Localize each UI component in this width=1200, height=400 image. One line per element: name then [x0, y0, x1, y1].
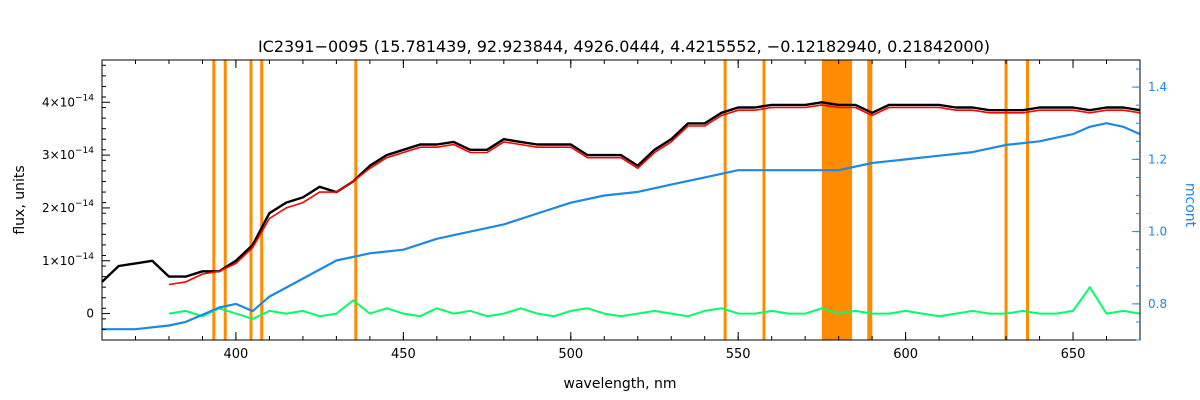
- plot-content: [101, 60, 1141, 340]
- series-residual-line: [168, 286, 1141, 320]
- y2-tick-label: 1.2: [1148, 152, 1167, 166]
- y-tick-label: 0: [86, 307, 94, 321]
- y2-tick-label: 0.8: [1148, 297, 1167, 311]
- plot-frame: [101, 59, 1141, 341]
- y-tick-label: 1×10−14: [42, 252, 94, 268]
- series-observed-line: [101, 101, 1141, 283]
- x-tick-label: 650: [1061, 347, 1086, 362]
- x-tick-label: 550: [726, 347, 751, 362]
- y-tick-label: 3×10−14: [42, 146, 94, 162]
- x-tick-label: 450: [391, 347, 416, 362]
- x-tick-label: 500: [558, 347, 583, 362]
- x-axis-label: wavelength, nm: [564, 376, 677, 392]
- x-tick-label: 600: [893, 347, 918, 362]
- y2-axis-label: mcont: [1182, 183, 1198, 228]
- series-model-line: [168, 104, 1141, 286]
- axis-ticks: 400 450 500 550 600 650 0 1×10−14 2×10−14 3×10−14…: [42, 60, 1167, 362]
- y2-tick-label: 1.0: [1148, 225, 1167, 239]
- chart-title: IC2391−0095 (15.781439, 92.923844, 4926.…: [258, 37, 990, 56]
- x-tick-label: 400: [224, 347, 249, 362]
- y-tick-label: 2×10−14: [42, 199, 94, 215]
- series-continuum-line: [102, 122, 1141, 331]
- y2-tick-label: 1.4: [1148, 80, 1167, 94]
- y-axis-label: flux, units: [12, 165, 28, 234]
- y-tick-label: 4×10−14: [42, 93, 94, 109]
